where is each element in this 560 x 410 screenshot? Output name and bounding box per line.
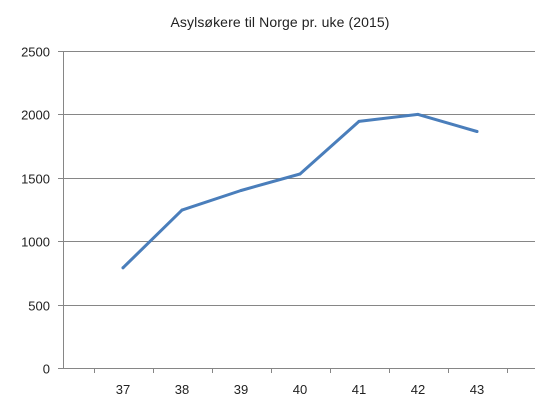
data-point: [121, 266, 125, 270]
chart-title: Asylsøkere til Norge pr. uke (2015): [170, 14, 390, 30]
x-tick-label: 40: [293, 382, 307, 397]
x-tick-label: 37: [116, 382, 130, 397]
gridlines: [63, 51, 535, 306]
y-tick-label: 0: [43, 362, 50, 377]
data-point: [180, 208, 184, 212]
data-point: [298, 172, 302, 176]
x-axis-tick-labels: 37 38 39 40 41 42 43: [116, 382, 484, 397]
y-tick-label: 2500: [21, 45, 50, 60]
y-tick-label: 1500: [21, 172, 50, 187]
x-tick-label: 38: [175, 382, 189, 397]
y-axis-tick-labels: 0 500 1000 1500 2000 2500: [21, 45, 50, 377]
y-tick-label: 1000: [21, 235, 50, 250]
x-tick-label: 41: [352, 382, 366, 397]
x-tick-label: 43: [470, 382, 484, 397]
axes: [58, 51, 535, 373]
y-tick-label: 500: [28, 299, 50, 314]
data-point: [475, 130, 479, 133]
y-tick-label: 2000: [21, 108, 50, 123]
data-point: [416, 112, 420, 116]
series-line: [121, 112, 479, 270]
data-point: [239, 189, 243, 192]
data-point: [357, 119, 361, 123]
x-tick-label: 42: [411, 382, 425, 397]
x-tick-label: 39: [234, 382, 248, 397]
series-layer: [121, 112, 479, 270]
